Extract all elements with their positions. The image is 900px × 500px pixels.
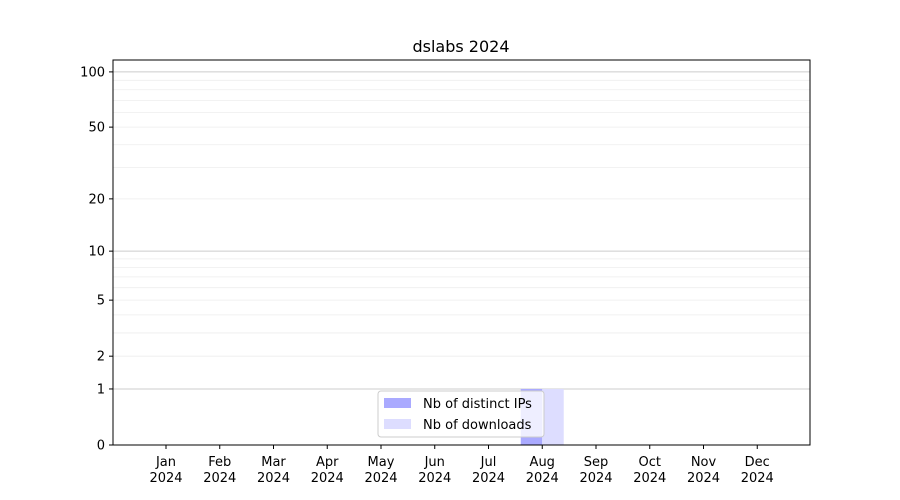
- legend-swatch: [384, 419, 411, 429]
- x-tick-label: 2024: [257, 471, 290, 486]
- legend-box: [377, 390, 545, 438]
- legend-label: Nb of distinct IPs: [423, 397, 532, 412]
- chart-title: dslabs 2024: [412, 37, 509, 56]
- legend: Nb of distinct IPs Nb of downloads: [377, 390, 545, 438]
- x-tick-label: Nov: [691, 455, 717, 470]
- x-tick-label: 2024: [311, 471, 344, 486]
- bar-downloads: [542, 388, 564, 445]
- plot-frame: [112, 59, 811, 446]
- legend-swatch: [384, 398, 411, 408]
- x-tick-label: 2024: [526, 471, 559, 486]
- x-tick-label: 2024: [687, 471, 720, 486]
- x-tick-label: 2024: [741, 471, 774, 486]
- x-tick-label: 2024: [418, 471, 451, 486]
- x-tick-label: Mar: [261, 455, 286, 470]
- x-tick-label: Jun: [424, 455, 445, 470]
- x-tick-label: Dec: [745, 455, 770, 470]
- x-tick-label: 2024: [579, 471, 612, 486]
- y-tick-label: 50: [88, 121, 105, 136]
- y-tick-label: 2: [97, 350, 105, 365]
- y-tick-label: 5: [97, 294, 105, 309]
- x-tick-label: 2024: [203, 471, 236, 486]
- x-tick-label: May: [368, 455, 395, 470]
- y-tick-label: 100: [80, 65, 105, 80]
- y-tick-label: 20: [88, 192, 105, 207]
- x-tick-label: Oct: [639, 455, 661, 470]
- y-tick-label: 0: [97, 439, 105, 454]
- y-tick-label: 10: [88, 245, 105, 260]
- x-tick-label: 2024: [149, 471, 182, 486]
- x-tick-label: 2024: [364, 471, 397, 486]
- x-tick-label: Jul: [480, 455, 497, 470]
- x-tick-label: Apr: [316, 455, 339, 470]
- x-tick-label: Sep: [584, 455, 609, 470]
- y-tick-label: 1: [97, 382, 105, 397]
- x-tick-label: 2024: [472, 471, 505, 486]
- legend-label: Nb of downloads: [423, 418, 532, 433]
- x-tick-label: Feb: [208, 455, 231, 470]
- x-tick-label: Jan: [155, 455, 176, 470]
- x-tick-label: Aug: [530, 455, 555, 470]
- x-tick-label: 2024: [633, 471, 666, 486]
